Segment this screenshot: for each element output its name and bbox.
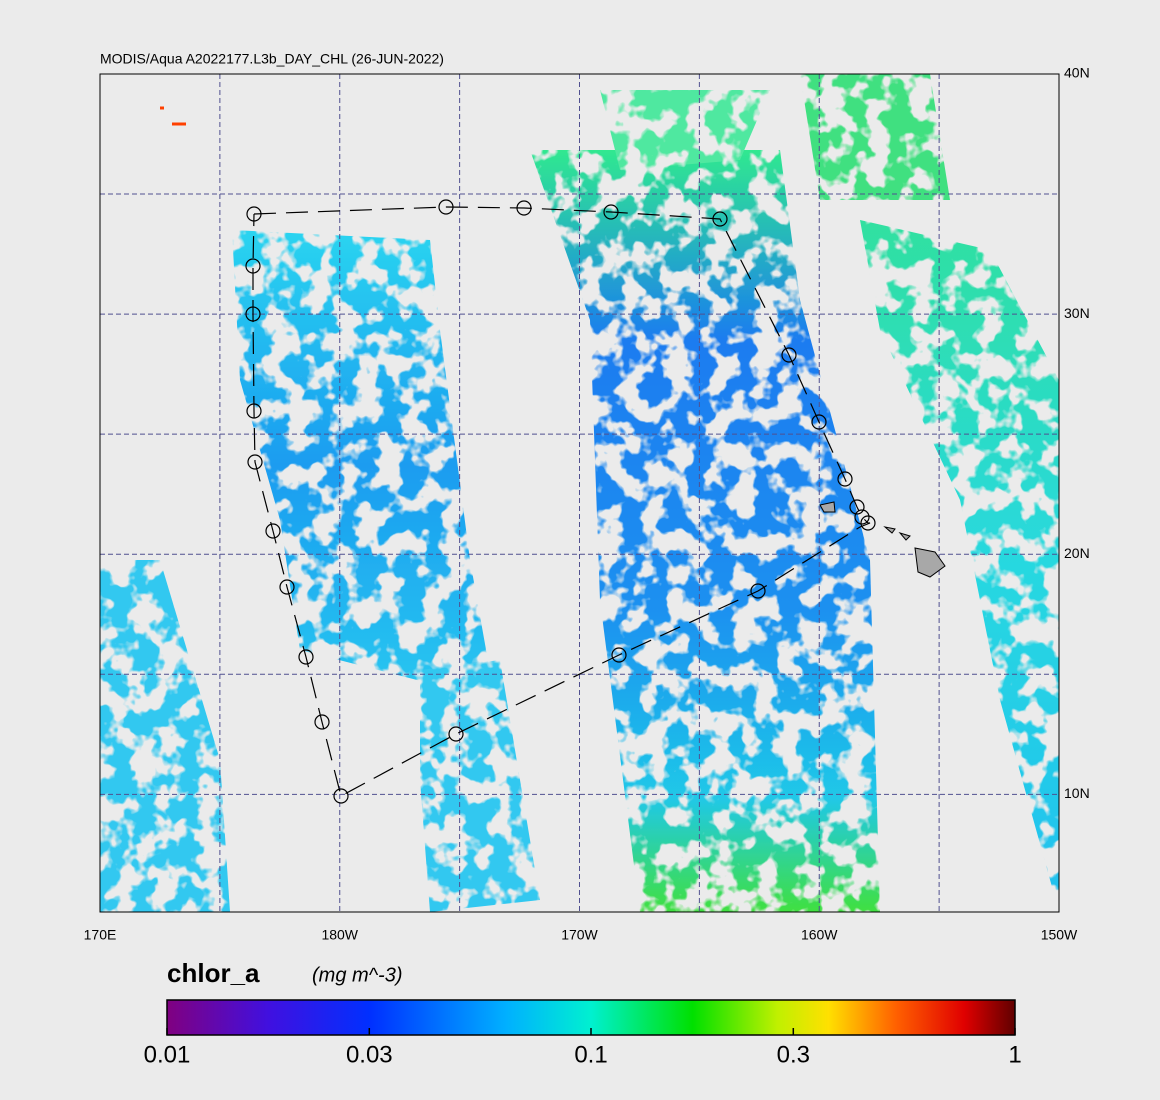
waypoint	[333, 788, 349, 804]
track-waypoints	[245, 199, 876, 804]
waypoint	[611, 647, 627, 663]
waypoint	[314, 714, 330, 730]
swath	[800, 74, 950, 200]
waypoint	[603, 204, 619, 220]
chlorophyll-swaths	[100, 74, 1059, 912]
swath	[860, 220, 1059, 912]
colorbar-units: (mg m^-3)	[312, 964, 403, 986]
swath	[160, 106, 186, 126]
map-title: MODIS/Aqua A2022177.L3b_DAY_CHL (26-JUN-…	[100, 51, 444, 67]
waypoint	[245, 258, 261, 274]
colorbar-tick-label: 0.01	[144, 1041, 191, 1068]
lat-tick-label: 10N	[1064, 785, 1090, 801]
waypoint	[811, 414, 827, 430]
waypoint	[781, 347, 797, 363]
swath	[420, 660, 540, 912]
hawaii-islands	[819, 501, 946, 578]
lat-tick-label: 40N	[1064, 65, 1090, 81]
track-line	[252, 206, 871, 797]
island	[883, 526, 896, 534]
waypoint	[279, 579, 295, 595]
lon-tick-label: 170W	[561, 927, 598, 943]
waypoint	[854, 509, 870, 525]
waypoint	[247, 454, 263, 470]
lon-tick-label: 170E	[84, 927, 117, 943]
island	[914, 547, 946, 578]
lon-tick-label: 150W	[1041, 927, 1078, 943]
waypoint	[712, 211, 728, 227]
waypoint	[516, 200, 532, 216]
island	[898, 532, 911, 541]
colorbar-variable: chlor_a	[167, 958, 260, 988]
waypoint	[438, 199, 454, 215]
waypoint	[245, 306, 261, 322]
graticule	[100, 74, 1059, 912]
waypoint	[860, 515, 876, 531]
waypoint	[849, 499, 865, 515]
waypoint	[246, 206, 262, 222]
waypoint	[750, 583, 766, 599]
swath	[600, 90, 770, 170]
lat-tick-label: 20N	[1064, 545, 1090, 561]
lon-tick-label: 180W	[321, 927, 358, 943]
colorbar-tick-label: 1	[1008, 1041, 1021, 1068]
waypoint	[246, 403, 262, 419]
waypoint	[837, 471, 853, 487]
lon-tick-label: 160W	[801, 927, 838, 943]
flight-track	[245, 199, 876, 804]
waypoint	[265, 523, 281, 539]
waypoint	[448, 726, 464, 742]
island	[819, 501, 836, 513]
plot-frame	[99, 73, 1060, 913]
lat-tick-label: 30N	[1064, 305, 1090, 321]
swath	[100, 560, 230, 912]
swath	[232, 230, 495, 700]
colorbar-tick-label: 0.1	[574, 1041, 607, 1068]
swath	[530, 150, 880, 912]
waypoint	[298, 649, 314, 665]
colorbar-tick-label: 0.3	[777, 1041, 810, 1068]
colorbar-tick-label: 0.03	[346, 1041, 393, 1068]
